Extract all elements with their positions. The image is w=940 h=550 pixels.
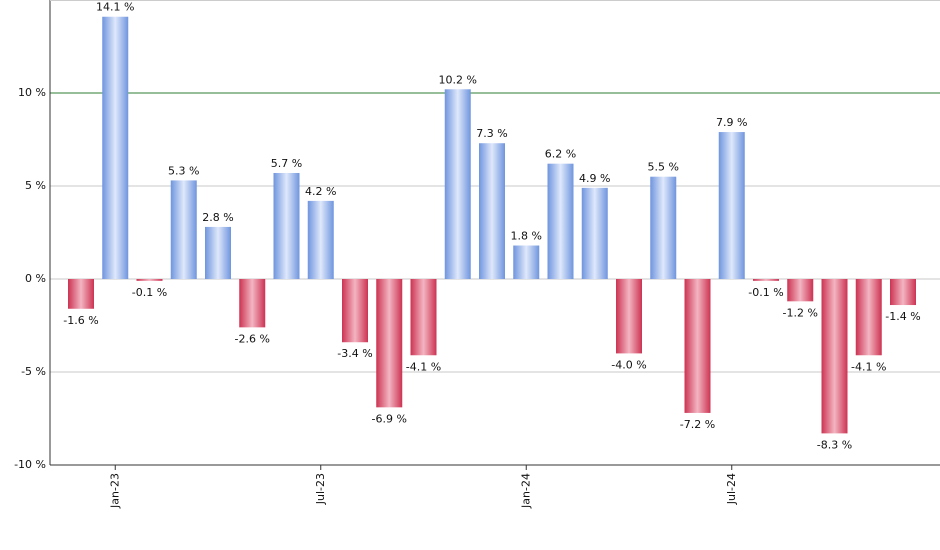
bar — [102, 16, 129, 280]
x-tick-label: Jul-24 — [725, 473, 738, 505]
bar — [821, 279, 848, 434]
bar — [753, 279, 779, 281]
value-label: -1.6 % — [63, 314, 98, 327]
y-tick-label: 0 % — [25, 272, 46, 285]
bar — [205, 226, 231, 279]
value-label: 10.2 % — [439, 73, 477, 86]
bar — [513, 245, 540, 279]
y-tick-label: 10 % — [18, 86, 46, 99]
bar — [787, 279, 814, 302]
bar — [170, 180, 197, 279]
value-label: -4.1 % — [406, 360, 441, 373]
bar — [239, 279, 266, 328]
bar — [479, 143, 505, 279]
value-label: 7.3 % — [476, 127, 507, 140]
value-label: 2.8 % — [202, 211, 233, 224]
bar — [376, 279, 403, 408]
value-label: 4.2 % — [305, 185, 336, 198]
value-label: -1.4 % — [885, 310, 920, 323]
value-label: -2.6 % — [235, 332, 270, 345]
value-label: -4.0 % — [611, 358, 646, 371]
value-label: 5.5 % — [648, 161, 679, 174]
x-tick-label: Jul-23 — [314, 473, 327, 505]
value-label: -0.1 % — [132, 286, 167, 299]
value-label: -3.4 % — [337, 347, 372, 360]
value-label: 1.8 % — [511, 230, 542, 243]
bar — [410, 279, 437, 356]
x-tick-label: Jan-24 — [519, 473, 532, 509]
value-label: 6.2 % — [545, 148, 576, 161]
bar — [307, 200, 334, 279]
bar — [855, 279, 882, 356]
value-label: 5.7 % — [271, 157, 302, 170]
bar — [718, 132, 745, 279]
bar — [684, 279, 711, 413]
value-label: 5.3 % — [168, 164, 199, 177]
value-label: -8.3 % — [817, 438, 852, 451]
bar — [136, 279, 163, 281]
x-tick-label: Jan-23 — [108, 473, 121, 509]
value-label: 7.9 % — [716, 116, 747, 129]
bar — [890, 279, 916, 306]
bar — [273, 172, 300, 279]
bar — [342, 279, 368, 343]
y-tick-label: -10 % — [14, 458, 46, 471]
y-tick-label: 5 % — [25, 179, 46, 192]
value-label: -4.1 % — [851, 360, 886, 373]
value-label: -0.1 % — [748, 286, 783, 299]
bar — [616, 279, 642, 354]
value-label: 4.9 % — [579, 172, 610, 185]
value-label: -1.2 % — [783, 306, 818, 319]
bar — [444, 89, 471, 279]
value-label: -6.9 % — [372, 412, 407, 425]
bar — [581, 187, 608, 279]
bar — [68, 279, 94, 309]
value-label: -7.2 % — [680, 418, 715, 431]
bar — [547, 163, 574, 279]
bar — [650, 176, 677, 279]
value-label: 14.1 % — [96, 1, 134, 14]
y-tick-label: -5 % — [21, 365, 46, 378]
